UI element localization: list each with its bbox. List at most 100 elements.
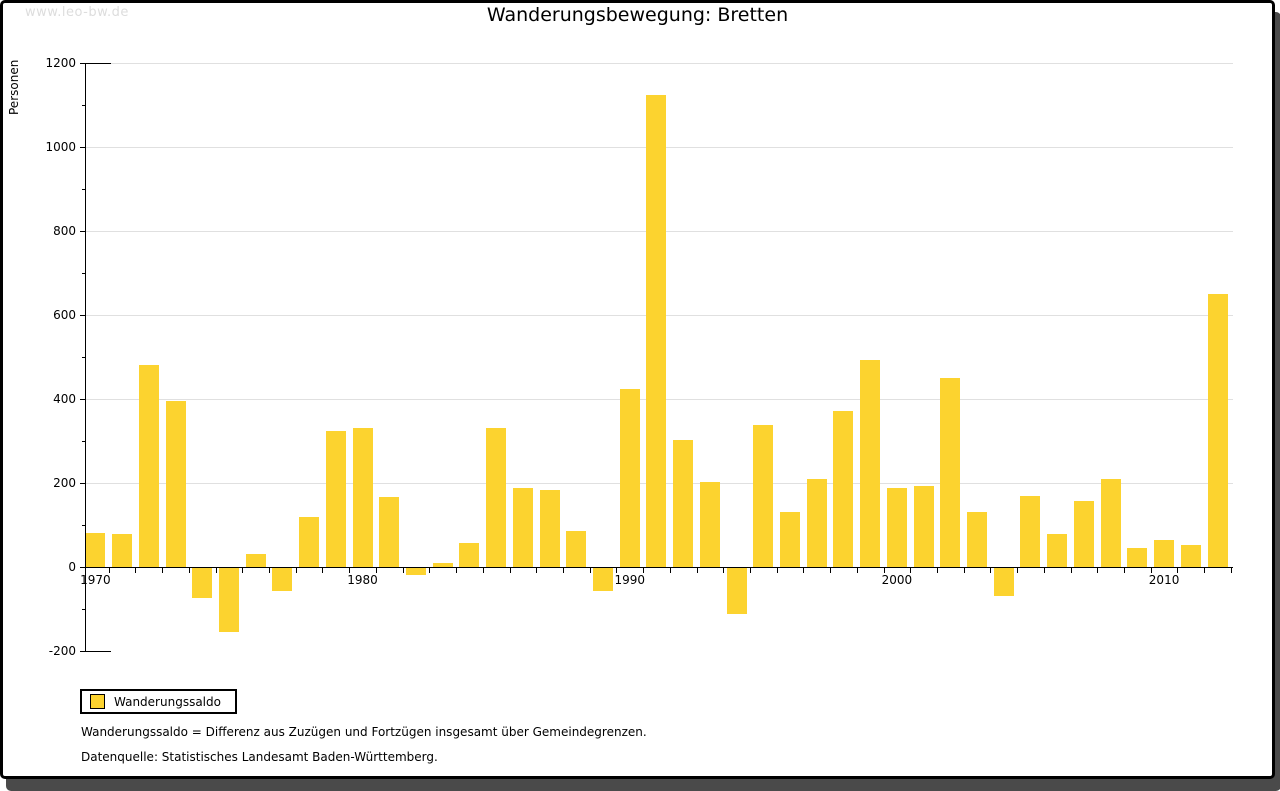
legend-label: Wanderungssaldo — [114, 694, 221, 709]
bar-1983 — [432, 563, 453, 567]
bar-1982 — [406, 568, 426, 575]
y-tick — [80, 315, 85, 316]
bar-1972 — [138, 364, 159, 567]
x-tick — [482, 567, 484, 573]
bar-1997 — [806, 479, 827, 567]
bar-1990 — [619, 388, 640, 567]
bar-1993 — [699, 482, 720, 567]
bar-1995 — [753, 424, 774, 567]
x-tick — [1017, 567, 1019, 573]
x-tick — [562, 567, 564, 573]
x-tick — [1150, 567, 1152, 573]
bar-1978 — [299, 516, 320, 567]
bar-1971 — [112, 534, 133, 567]
x-tick — [536, 567, 538, 573]
page-title: Wanderungsbewegung: Bretten — [486, 4, 789, 26]
x-tick — [776, 567, 778, 573]
x-tick — [669, 567, 671, 573]
x-tick — [723, 567, 725, 573]
footnote-source: Datenquelle: Statistisches Landesamt Bad… — [81, 750, 438, 764]
x-tick — [108, 567, 110, 573]
y-tick — [82, 441, 85, 442]
x-tick — [589, 567, 591, 573]
x-tick — [215, 567, 217, 573]
bar-2004 — [993, 568, 1014, 597]
bar-1987 — [539, 490, 560, 567]
y-tick-label: 200 — [53, 476, 76, 490]
bar-2000 — [886, 488, 907, 567]
bar-1970 — [85, 533, 106, 567]
bar-1998 — [833, 410, 854, 567]
y-tick-label: -200 — [48, 644, 76, 658]
x-tick — [1204, 567, 1206, 573]
y-tick — [80, 399, 85, 400]
x-tick — [1070, 567, 1072, 573]
bar-1981 — [379, 496, 400, 567]
x-tick — [242, 567, 244, 573]
bar-1974 — [192, 568, 213, 599]
x-tick — [188, 567, 190, 573]
bar-1984 — [459, 542, 480, 567]
bar-1992 — [673, 439, 694, 567]
x-tick — [1230, 567, 1232, 573]
bar-1985 — [486, 428, 507, 567]
bar-2012 — [1207, 294, 1228, 567]
y-tick — [82, 273, 85, 274]
y-tick — [80, 567, 85, 568]
y-tick-label: 1200 — [45, 56, 76, 70]
x-tick — [910, 567, 912, 573]
x-tick — [135, 567, 137, 573]
x-tick — [1043, 567, 1045, 573]
x-tick — [162, 567, 164, 573]
y-axis-line — [85, 63, 86, 651]
x-tick — [990, 567, 992, 573]
bar-2001 — [913, 486, 934, 567]
x-tick — [509, 567, 511, 573]
bar-2006 — [1047, 534, 1068, 567]
x-tick — [643, 567, 645, 573]
x-tick — [936, 567, 938, 573]
bar-1994 — [726, 568, 747, 615]
bar-1991 — [646, 94, 667, 567]
bar-1986 — [512, 487, 533, 567]
bar-2007 — [1073, 500, 1094, 567]
y-tick — [80, 651, 85, 652]
x-tick — [883, 567, 885, 573]
bar-2008 — [1100, 479, 1121, 567]
x-tick — [830, 567, 832, 573]
x-tick — [349, 567, 351, 573]
x-tick-label: 1990 — [614, 573, 645, 587]
y-tick — [80, 147, 85, 148]
x-tick — [696, 567, 698, 573]
x-tick — [402, 567, 404, 573]
bar-1973 — [165, 400, 186, 567]
x-tick — [322, 567, 324, 573]
y-tick-label: 0 — [68, 560, 76, 574]
y-tick-label: 1000 — [45, 140, 76, 154]
axis-corner-cap — [85, 63, 111, 64]
bar-1977 — [272, 568, 293, 592]
x-tick — [295, 567, 297, 573]
plot-area: -200 0 200 400 600 800 1000 1200 1970 1980 1990 200… — [3, 3, 1272, 776]
bar-1989 — [593, 568, 614, 592]
x-tick — [856, 567, 858, 573]
bar-1988 — [566, 530, 587, 567]
x-tick-label: 2000 — [881, 573, 913, 587]
y-tick — [80, 63, 85, 64]
x-tick-label: 1970 — [80, 573, 111, 587]
x-tick — [749, 567, 751, 573]
axis-corner-cap — [85, 651, 111, 652]
y-tick — [80, 231, 85, 232]
x-tick — [429, 567, 431, 573]
legend: Wanderungssaldo — [80, 689, 237, 714]
y-tick — [82, 105, 85, 106]
y-tick — [82, 525, 85, 526]
x-tick — [456, 567, 458, 573]
y-tick-label: 400 — [53, 392, 76, 406]
bar-2005 — [1020, 496, 1041, 567]
bar-2011 — [1180, 545, 1201, 567]
bar-1976 — [245, 554, 266, 567]
bar-1999 — [860, 359, 881, 567]
bar-2002 — [940, 377, 961, 567]
x-tick — [616, 567, 618, 573]
